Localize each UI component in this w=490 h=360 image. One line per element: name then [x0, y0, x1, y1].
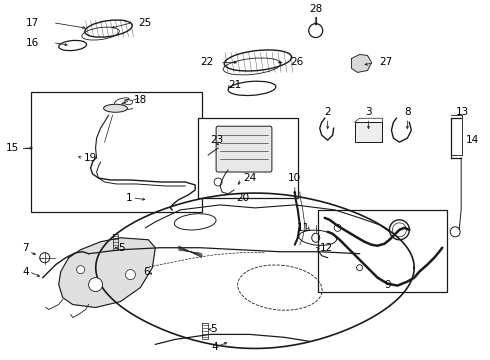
- Bar: [355, 122, 383, 142]
- Bar: [198, 118, 298, 198]
- Text: 21: 21: [228, 80, 241, 90]
- Text: 25: 25: [138, 18, 152, 28]
- Text: 26: 26: [290, 58, 303, 67]
- Text: 10: 10: [288, 173, 301, 183]
- Text: 2: 2: [324, 107, 331, 117]
- Text: 28: 28: [309, 4, 322, 14]
- Text: 7: 7: [22, 243, 29, 253]
- Text: 14: 14: [466, 135, 479, 145]
- Text: 17: 17: [25, 18, 39, 28]
- Ellipse shape: [103, 104, 127, 112]
- Text: 15: 15: [5, 143, 19, 153]
- Text: 16: 16: [25, 37, 39, 48]
- Text: 9: 9: [384, 280, 391, 289]
- Text: 12: 12: [319, 243, 333, 253]
- FancyBboxPatch shape: [216, 126, 272, 172]
- Text: 19: 19: [84, 153, 97, 163]
- Text: 22: 22: [200, 58, 213, 67]
- Text: 20: 20: [237, 193, 249, 203]
- Text: 13: 13: [456, 107, 469, 117]
- Text: 27: 27: [379, 58, 392, 67]
- Bar: [31, 92, 202, 212]
- Text: 8: 8: [404, 107, 411, 117]
- Text: 18: 18: [133, 95, 147, 105]
- Ellipse shape: [76, 266, 85, 274]
- Text: 23: 23: [210, 135, 223, 145]
- Text: 1: 1: [126, 193, 132, 203]
- Polygon shape: [59, 238, 155, 307]
- Text: 5: 5: [119, 243, 125, 253]
- Polygon shape: [352, 54, 371, 72]
- Text: 6: 6: [144, 267, 150, 276]
- Text: 4: 4: [22, 267, 29, 276]
- Text: 24: 24: [243, 173, 256, 183]
- Text: 4: 4: [212, 342, 218, 352]
- Text: 11: 11: [296, 223, 310, 233]
- Text: 5: 5: [210, 324, 217, 334]
- Ellipse shape: [125, 270, 135, 280]
- Ellipse shape: [89, 278, 102, 292]
- Bar: [318, 210, 447, 292]
- Text: 3: 3: [365, 107, 372, 117]
